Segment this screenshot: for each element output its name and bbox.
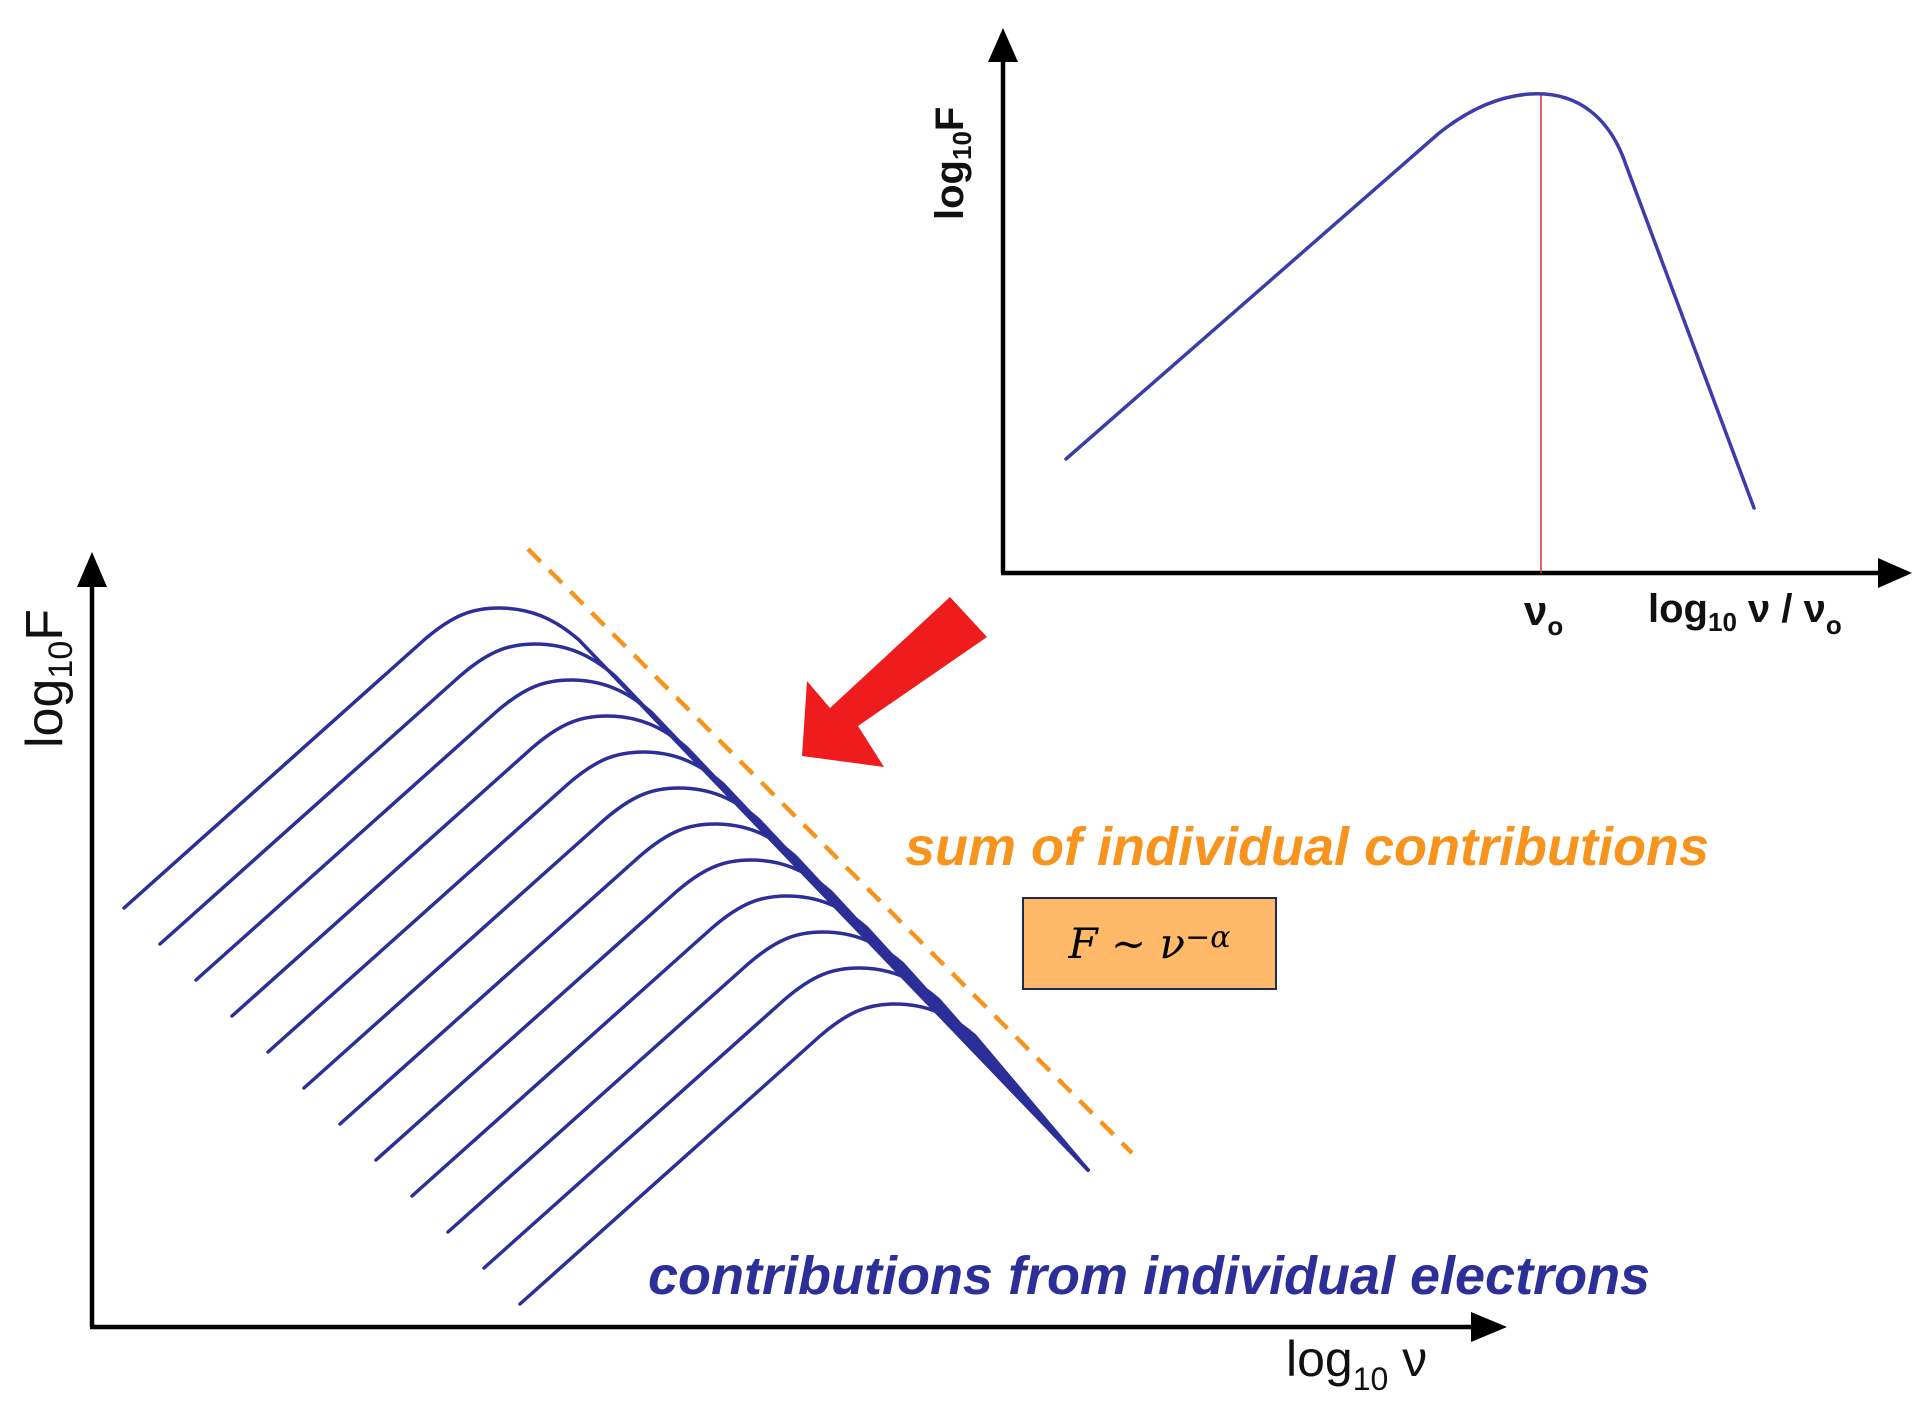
inset-x-label: log10 ν / νo <box>1648 587 1842 640</box>
inset-peak-label: νo <box>1524 587 1563 641</box>
inset-x-axis-arrowhead <box>1878 558 1912 588</box>
main-y-axis-arrowhead <box>77 552 107 587</box>
red-arrow <box>802 597 987 767</box>
electron-curve-1 <box>122 606 1090 1172</box>
formula-lhs: F <box>1068 919 1098 968</box>
main-y-label: log10F <box>16 609 80 748</box>
electron-curve-12 <box>518 1002 1090 1306</box>
electron-curve-9 <box>410 894 1090 1198</box>
inset-spectrum-curve <box>1064 92 1756 510</box>
main-plot: log10F log10 ν <box>16 552 1507 1397</box>
electrons-label: contributions from individual electrons <box>648 1246 1650 1306</box>
inset-plot: log10F νo log10 ν / νo <box>928 28 1912 641</box>
sum-dashed-line <box>526 547 1134 1155</box>
electron-curves-group <box>122 606 1090 1306</box>
electron-curve-4 <box>230 714 1090 1172</box>
main-x-axis-arrowhead <box>1471 1312 1507 1342</box>
electron-curve-2 <box>158 642 1090 1172</box>
inset-y-label: log10F <box>928 107 977 220</box>
electron-curve-3 <box>194 678 1090 1172</box>
sum-label: sum of individual contributions <box>905 817 1709 877</box>
electron-curve-10 <box>446 930 1090 1234</box>
electron-curve-5 <box>266 750 1090 1172</box>
formula-box: F ∼ ν −α <box>1022 897 1277 990</box>
electron-curve-8 <box>374 858 1090 1172</box>
electron-curve-7 <box>338 822 1090 1172</box>
formula-exponent: −α <box>1185 920 1231 955</box>
formula-base: ν <box>1159 919 1186 968</box>
electron-curve-6 <box>302 786 1090 1172</box>
inset-y-axis-arrowhead <box>988 28 1018 62</box>
main-x-label: log10 ν <box>1286 1331 1427 1397</box>
electron-curve-11 <box>482 966 1090 1270</box>
formula-relation: ∼ <box>1097 919 1160 968</box>
